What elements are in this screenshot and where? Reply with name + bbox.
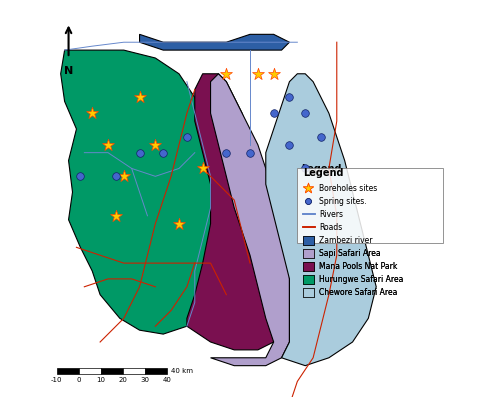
Bar (303, 236, 314, 245)
Bar (303, 275, 314, 284)
Point (286, 94, 294, 101)
Text: Boreholes sites: Boreholes sites (319, 184, 378, 193)
Point (112, 173, 120, 180)
Polygon shape (187, 74, 282, 350)
Point (88, 110, 96, 116)
Text: Legend: Legend (303, 168, 344, 178)
Point (222, 150, 230, 156)
Point (301, 110, 309, 116)
Text: 0: 0 (76, 378, 81, 384)
Polygon shape (60, 50, 218, 334)
Point (183, 134, 191, 140)
Text: 40 km: 40 km (171, 368, 193, 374)
Bar (303, 275, 314, 284)
Point (222, 70, 230, 77)
Bar (303, 249, 314, 258)
Bar (145, 368, 167, 374)
Point (136, 150, 143, 156)
Text: Spring sites.: Spring sites. (319, 197, 366, 206)
Text: Spring sites.: Spring sites. (319, 197, 366, 206)
Point (301, 165, 309, 172)
Point (246, 150, 254, 156)
Bar (303, 249, 314, 258)
Text: Mana Pools Nat Park: Mana Pools Nat Park (319, 262, 398, 271)
Point (152, 142, 160, 148)
Point (112, 212, 120, 219)
Text: Hurungwe Safari Area: Hurungwe Safari Area (319, 275, 404, 284)
Point (270, 110, 278, 116)
Bar (303, 288, 314, 297)
Point (317, 134, 325, 140)
Polygon shape (140, 34, 290, 50)
Text: Mana Pools Nat Park: Mana Pools Nat Park (319, 262, 398, 271)
Point (104, 142, 112, 148)
Text: Hurungwe Safari Area: Hurungwe Safari Area (319, 275, 404, 284)
Point (270, 70, 278, 77)
Point (76, 173, 84, 180)
Point (304, 185, 312, 191)
Polygon shape (266, 74, 376, 366)
Text: 40: 40 (162, 378, 172, 384)
Text: Zambezi river: Zambezi river (319, 236, 372, 245)
Point (254, 70, 262, 77)
Bar (303, 288, 314, 297)
Text: Chewore Safari Area: Chewore Safari Area (319, 288, 398, 297)
Text: Zambezi river: Zambezi river (319, 236, 372, 245)
Polygon shape (210, 74, 290, 366)
Text: 30: 30 (140, 378, 149, 384)
Point (120, 173, 128, 180)
Bar (79, 368, 101, 374)
Text: Roads: Roads (319, 223, 342, 232)
Text: Roads: Roads (319, 223, 342, 232)
Text: Boreholes sites: Boreholes sites (319, 184, 378, 193)
Bar (123, 368, 145, 374)
Bar (298, 168, 444, 243)
Bar (303, 262, 314, 271)
Text: -10: -10 (51, 378, 62, 384)
Point (175, 220, 183, 227)
Text: Sapi Safari Area: Sapi Safari Area (319, 249, 380, 258)
Bar (56, 368, 79, 374)
Point (198, 165, 206, 172)
Point (304, 198, 312, 204)
Text: Rivers: Rivers (319, 210, 343, 219)
Text: Chewore Safari Area: Chewore Safari Area (319, 288, 398, 297)
Bar (303, 236, 314, 245)
Point (159, 150, 167, 156)
Text: Rivers: Rivers (319, 210, 343, 219)
Bar (101, 368, 123, 374)
Text: 10: 10 (96, 378, 106, 384)
Point (304, 198, 312, 204)
Bar (303, 262, 314, 271)
Point (286, 142, 294, 148)
Text: Legend: Legend (302, 164, 342, 174)
Text: Sapi Safari Area: Sapi Safari Area (319, 249, 380, 258)
Point (136, 94, 143, 101)
Text: N: N (64, 66, 73, 76)
Point (304, 185, 312, 191)
Text: 20: 20 (118, 378, 128, 384)
